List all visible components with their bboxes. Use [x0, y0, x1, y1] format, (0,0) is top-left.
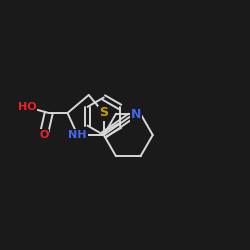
Text: HO: HO — [18, 102, 36, 112]
Text: O: O — [39, 130, 48, 140]
Text: S: S — [99, 106, 108, 120]
Text: NH: NH — [68, 130, 87, 140]
Text: N: N — [131, 108, 141, 121]
